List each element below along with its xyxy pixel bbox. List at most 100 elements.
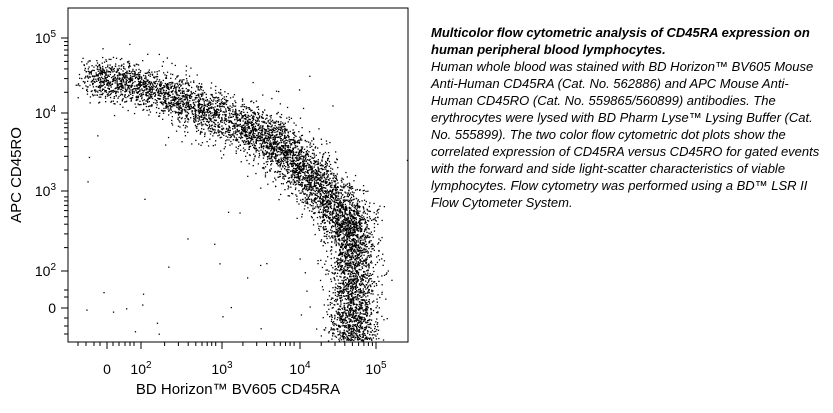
event-dot: [148, 97, 151, 99]
event-dot: [310, 166, 312, 168]
event-dot: [359, 334, 361, 336]
event-dot: [356, 226, 358, 228]
event-dot: [274, 156, 276, 158]
event-dot: [233, 124, 235, 126]
event-dot: [133, 64, 135, 66]
event-dot: [101, 70, 103, 73]
event-dot: [339, 234, 341, 236]
event-dot: [349, 198, 352, 200]
event-dot: [188, 89, 190, 91]
event-dot: [94, 89, 96, 92]
event-dot: [214, 131, 216, 134]
event-dot: [342, 203, 344, 205]
event-dot: [243, 129, 245, 131]
event-dot: [163, 89, 165, 91]
event-dot: [333, 176, 335, 178]
event-dot: [344, 200, 346, 203]
event-dot: [297, 165, 299, 167]
event-dot: [132, 82, 134, 84]
event-dot: [215, 112, 218, 114]
event-dot: [109, 91, 111, 93]
event-dot: [361, 229, 363, 231]
event-dot: [248, 118, 250, 120]
event-dot: [198, 82, 200, 85]
event-dot: [260, 139, 262, 142]
event-dot: [304, 177, 306, 179]
event-dot: [262, 117, 264, 119]
event-dot: [270, 168, 272, 170]
event-dot: [363, 274, 365, 276]
event-dot: [186, 96, 188, 98]
event-dot: [340, 234, 342, 236]
event-dot: [223, 102, 225, 104]
event-dot: [292, 139, 294, 141]
event-dot: [209, 133, 212, 135]
event-dot: [332, 177, 334, 179]
event-dot: [255, 127, 257, 130]
event-dot: [322, 198, 324, 200]
event-dot: [321, 216, 323, 218]
event-dot: [312, 157, 315, 159]
event-dot: [341, 213, 344, 215]
event-dot: [168, 114, 170, 116]
event-dot: [204, 113, 206, 115]
event-dot: [225, 135, 227, 137]
event-dot: [156, 101, 158, 104]
event-dot: [329, 203, 331, 206]
event-dot: [180, 113, 182, 115]
event-dot: [290, 149, 292, 152]
event-dot: [335, 177, 337, 179]
event-dot: [260, 132, 262, 134]
event-dot: [228, 109, 230, 111]
event-dot: [285, 129, 287, 132]
event-dot: [147, 95, 149, 97]
event-dot: [104, 72, 106, 74]
event-dot: [328, 192, 330, 194]
event-dot: [190, 105, 192, 107]
event-dot: [277, 111, 279, 114]
event-dot: [261, 116, 263, 119]
event-dot: [287, 180, 289, 183]
event-dot: [325, 187, 327, 189]
event-dot: [228, 127, 231, 129]
event-dot: [158, 115, 161, 117]
event-dot: [104, 97, 107, 99]
event-dot: [139, 89, 141, 91]
event-dot: [250, 140, 252, 142]
event-dot: [156, 76, 159, 78]
event-dot: [348, 220, 350, 222]
event-dot: [283, 145, 285, 147]
event-dot: [296, 174, 298, 176]
event-dot: [221, 116, 223, 119]
event-dot: [347, 230, 349, 232]
event-dot: [333, 221, 335, 223]
event-dot: [245, 127, 247, 129]
event-dot: [278, 158, 280, 161]
event-dot: [149, 89, 151, 91]
event-dot: [124, 87, 126, 89]
event-dot: [272, 131, 274, 133]
event-dot: [304, 197, 306, 199]
event-dot: [280, 138, 282, 140]
event-dot: [165, 100, 167, 102]
event-dot: [244, 122, 246, 124]
event-dot: [211, 128, 214, 130]
event-dot: [177, 75, 179, 77]
event-dot: [299, 150, 302, 152]
event-dot: [162, 97, 165, 99]
event-dot: [118, 74, 120, 77]
event-dot: [160, 88, 162, 90]
event-dot: [330, 205, 332, 207]
event-dot: [208, 124, 211, 126]
event-dot: [296, 164, 298, 166]
event-dot: [242, 140, 244, 142]
event-dot: [128, 94, 130, 96]
event-dot: [144, 82, 146, 84]
event-dot: [156, 73, 158, 75]
event-dot: [221, 103, 224, 105]
event-dot: [98, 68, 100, 71]
event-dot: [202, 89, 204, 92]
event-dot: [104, 91, 106, 93]
event-dot: [131, 80, 134, 82]
event-dot: [322, 210, 325, 213]
